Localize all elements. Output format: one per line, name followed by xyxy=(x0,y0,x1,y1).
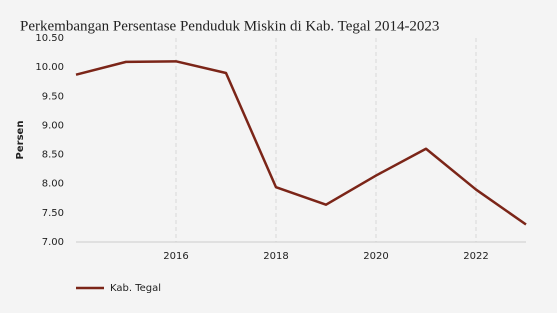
y-tick-label: 9.00 xyxy=(42,120,64,131)
y-tick-label: 10.00 xyxy=(35,62,64,73)
x-tick-label: 2022 xyxy=(463,251,488,262)
x-tick-label: 2020 xyxy=(363,251,388,262)
chart-title: Perkembangan Persentase Penduduk Miskin … xyxy=(20,18,439,34)
legend-label: Kab. Tegal xyxy=(110,283,161,294)
x-tick-label: 2016 xyxy=(163,251,188,262)
x-tick-label: 2018 xyxy=(263,251,288,262)
data-line xyxy=(75,60,527,226)
y-axis-title: Persen xyxy=(15,121,26,160)
y-tick-label: 8.50 xyxy=(42,150,64,161)
y-tick-label: 9.50 xyxy=(42,91,64,102)
y-tick-label: 10.50 xyxy=(35,33,64,44)
y-tick-label: 7.00 xyxy=(42,237,64,248)
y-tick-label: 8.00 xyxy=(42,179,64,190)
y-tick-label: 7.50 xyxy=(42,208,64,219)
